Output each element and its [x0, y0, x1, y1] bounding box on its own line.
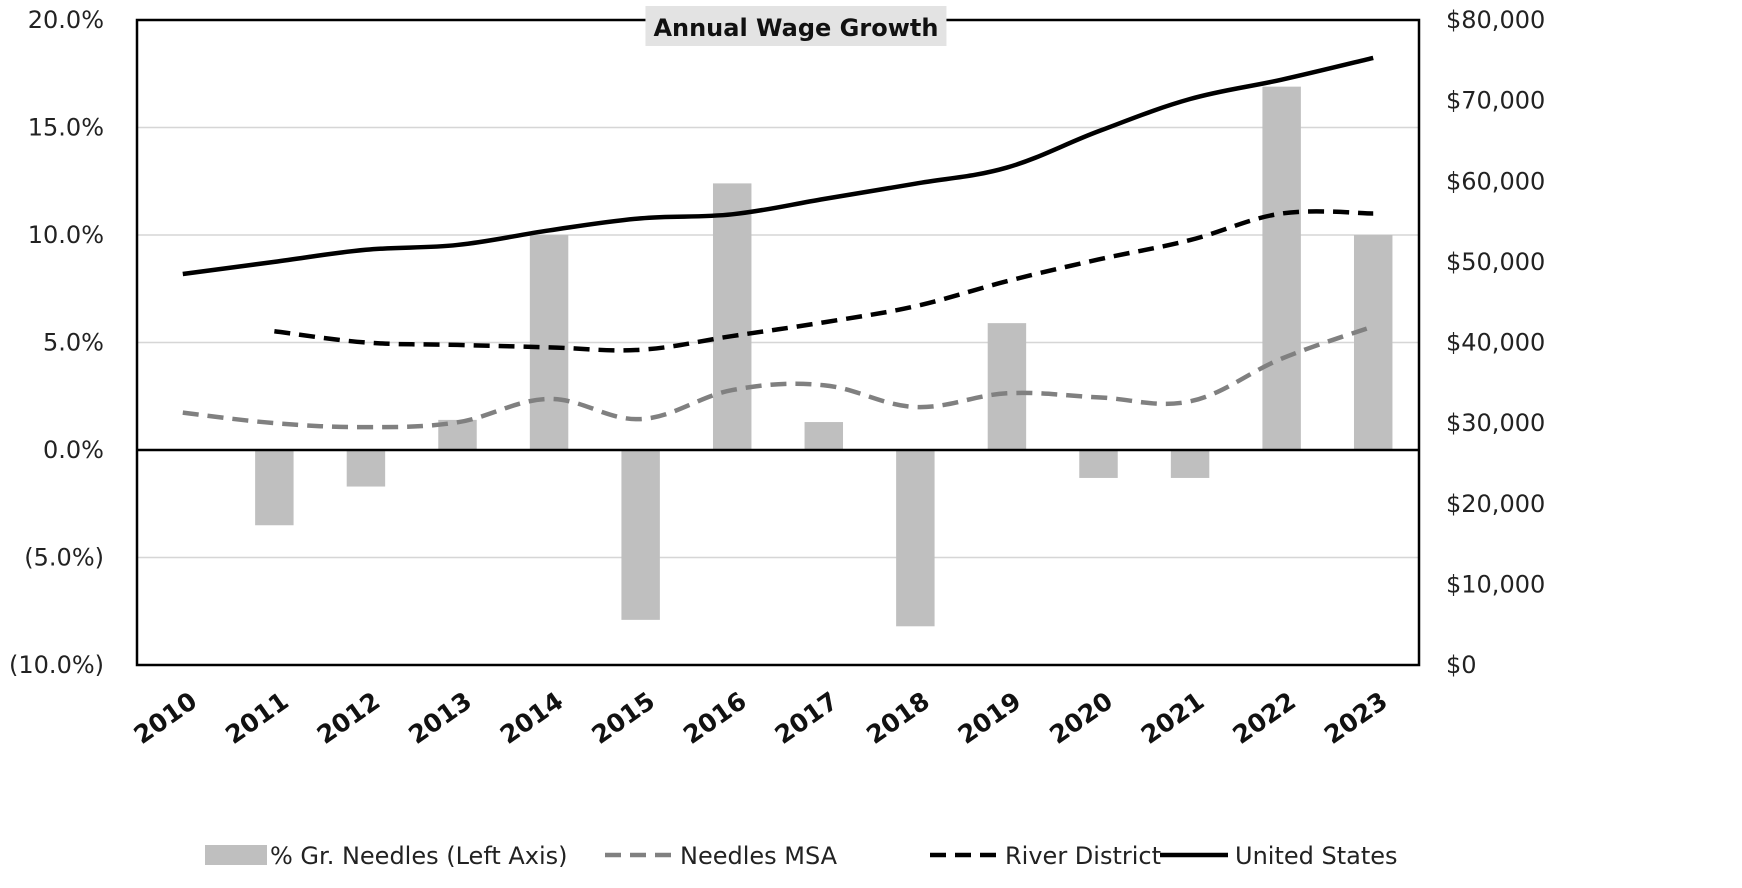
- right-tick-label: $60,000: [1446, 167, 1545, 195]
- x-tick-label: 2010: [129, 686, 203, 750]
- x-tick-label: 2017: [770, 686, 844, 750]
- x-tick-label: 2022: [1227, 686, 1301, 750]
- bar: [1262, 86, 1301, 451]
- series-line: [182, 55, 1374, 277]
- legend-label: % Gr. Needles (Left Axis): [270, 842, 568, 870]
- line-layer: [182, 55, 1374, 430]
- bar: [529, 235, 569, 450]
- left-tick-label: 0.0%: [43, 436, 104, 464]
- left-tick-label: 15.0%: [28, 114, 104, 142]
- chart-title-background: [645, 6, 947, 46]
- bar: [987, 323, 1027, 450]
- x-axis-ticks: 2010 2011 2012 2013 2014 2015 2016 2017 2018 2019…: [129, 686, 1393, 750]
- x-tick-label: 2015: [586, 686, 660, 750]
- x-tick-label: 2018: [861, 686, 935, 750]
- chart-title-group: Annual Wage Growth: [645, 6, 947, 46]
- bar: [712, 183, 752, 450]
- right-tick-label: $50,000: [1446, 248, 1545, 276]
- grid-layer: [137, 19, 1419, 666]
- chart-title: Annual Wage Growth: [653, 14, 938, 42]
- right-tick-label: $40,000: [1446, 329, 1545, 357]
- right-tick-label: $30,000: [1446, 409, 1545, 437]
- left-tick-label: 5.0%: [43, 329, 104, 357]
- bar: [346, 450, 386, 487]
- x-tick-label: 2014: [495, 686, 569, 750]
- bar: [1170, 450, 1210, 478]
- x-tick-label: 2021: [1136, 686, 1210, 750]
- right-axis-ticks: $0 $10,000 $20,000 $30,000 $40,000 $50,000 $60…: [1446, 6, 1545, 679]
- x-tick-label: 2016: [678, 686, 752, 750]
- x-tick-label: 2012: [312, 686, 386, 750]
- left-tick-label: 10.0%: [28, 221, 104, 249]
- x-tick-label: 2011: [220, 686, 294, 750]
- legend-label: Needles MSA: [680, 842, 838, 870]
- right-tick-label: $70,000: [1446, 87, 1545, 115]
- left-tick-label: (5.0%): [24, 544, 104, 572]
- x-tick-label: 2019: [953, 686, 1027, 750]
- legend-swatch: [205, 845, 267, 865]
- series-line: [182, 324, 1374, 430]
- right-tick-label: $80,000: [1446, 6, 1545, 34]
- left-axis-ticks: (10.0%) (5.0%) 0.0% 5.0% 10.0% 15.0% 20.0%: [9, 6, 104, 679]
- bar: [255, 450, 294, 526]
- bar-layer: [255, 86, 1393, 627]
- bar: [1079, 450, 1118, 478]
- legend-label: River District: [1005, 842, 1161, 870]
- bar: [1353, 235, 1393, 450]
- bar: [621, 450, 660, 620]
- bar: [896, 450, 935, 627]
- left-tick-label: (10.0%): [9, 651, 104, 679]
- left-tick-label: 20.0%: [28, 6, 104, 34]
- legend: % Gr. Needles (Left Axis) Needles MSA Rive…: [205, 842, 1398, 870]
- x-tick-label: 2020: [1044, 686, 1118, 750]
- right-tick-label: $10,000: [1446, 570, 1545, 598]
- right-tick-label: $0: [1446, 651, 1477, 679]
- x-tick-label: 2013: [403, 686, 477, 750]
- bar: [804, 422, 844, 450]
- x-tick-label: 2023: [1319, 686, 1393, 750]
- right-tick-label: $20,000: [1446, 490, 1545, 518]
- legend-label: United States: [1235, 842, 1398, 870]
- series-line: [274, 209, 1374, 353]
